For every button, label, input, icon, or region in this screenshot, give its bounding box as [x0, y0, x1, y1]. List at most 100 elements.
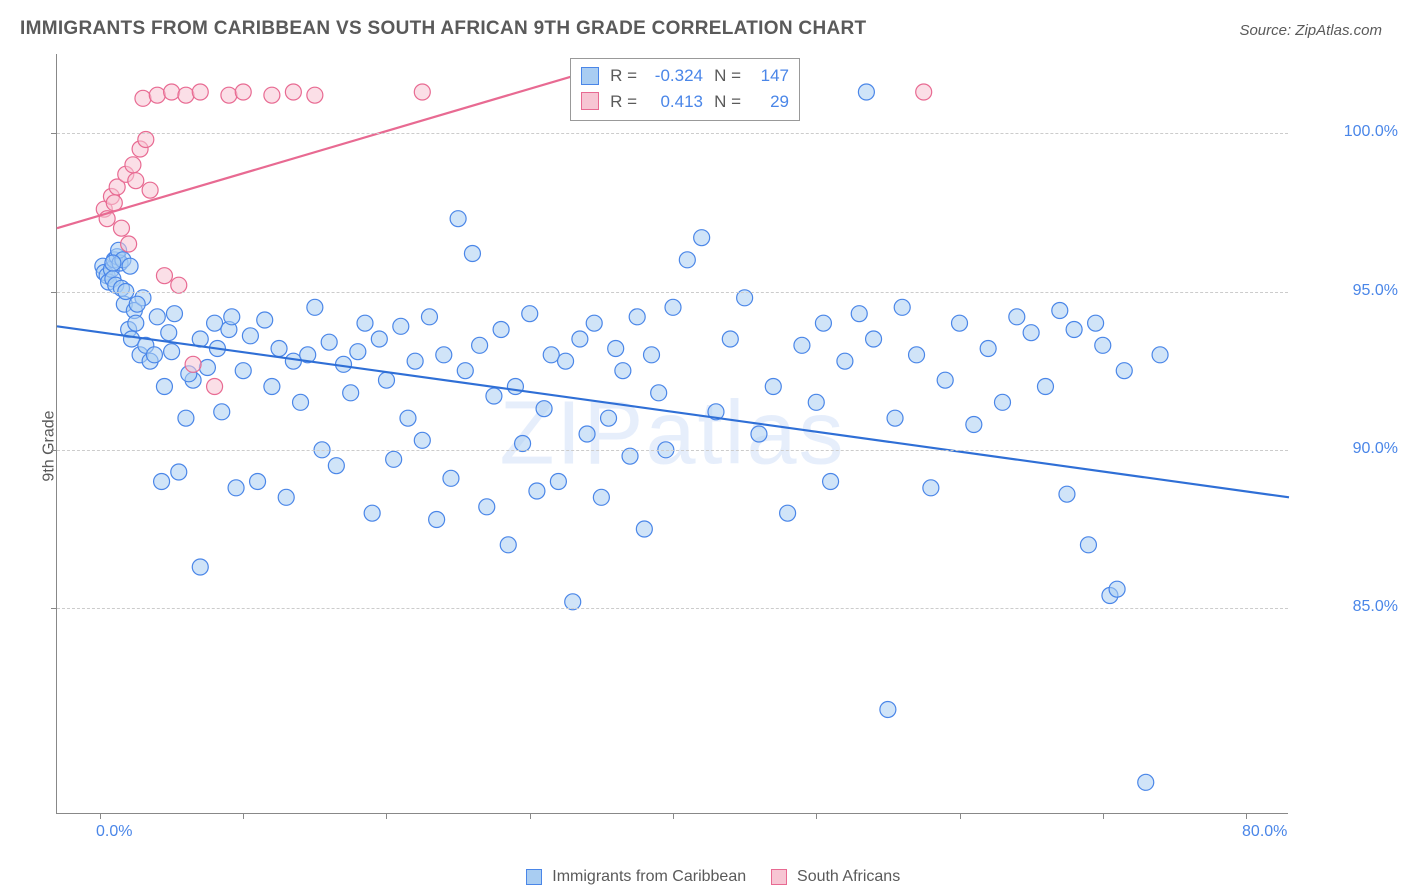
data-point: [1066, 322, 1082, 338]
data-point: [1152, 347, 1168, 363]
y-tick-label: 100.0%: [1298, 123, 1398, 141]
data-point: [156, 268, 172, 284]
data-point: [866, 331, 882, 347]
data-point: [450, 211, 466, 227]
legend-swatch-caribbean: [526, 869, 542, 885]
correlation-stats-box: R = -0.324 N = 147 R = 0.413 N = 29: [570, 58, 800, 121]
data-point: [192, 84, 208, 100]
data-point: [221, 87, 237, 103]
data-point: [980, 341, 996, 357]
data-point: [952, 315, 968, 331]
data-point: [164, 344, 180, 360]
data-point: [407, 353, 423, 369]
data-point: [371, 331, 387, 347]
y-tick-label: 95.0%: [1298, 282, 1398, 300]
data-point: [178, 87, 194, 103]
data-point: [128, 173, 144, 189]
data-point: [257, 312, 273, 328]
data-point: [364, 505, 380, 521]
data-point: [235, 84, 251, 100]
data-point: [250, 474, 266, 490]
data-point: [161, 325, 177, 341]
data-point: [242, 328, 258, 344]
data-point: [156, 379, 172, 395]
data-point: [307, 299, 323, 315]
data-point: [894, 299, 910, 315]
data-point: [479, 499, 495, 515]
data-point: [1080, 537, 1096, 553]
data-point: [1095, 337, 1111, 353]
data-point: [1059, 486, 1075, 502]
data-point: [780, 505, 796, 521]
data-point: [651, 385, 667, 401]
data-point: [321, 334, 337, 350]
data-point: [522, 306, 538, 322]
data-point: [149, 309, 165, 325]
y-tick-label: 85.0%: [1298, 598, 1398, 616]
scatter-svg: [57, 54, 1288, 813]
data-point: [113, 220, 129, 236]
data-point: [486, 388, 502, 404]
chart-title: IMMIGRANTS FROM CARIBBEAN VS SOUTH AFRIC…: [20, 18, 866, 40]
data-point: [264, 379, 280, 395]
data-point: [457, 363, 473, 379]
stats-n-label: N =: [711, 63, 741, 89]
data-point: [207, 315, 223, 331]
data-point: [264, 87, 280, 103]
data-point: [823, 474, 839, 490]
data-point: [293, 394, 309, 410]
data-point: [393, 318, 409, 334]
data-point: [122, 258, 138, 274]
data-point: [386, 451, 402, 467]
data-point: [593, 489, 609, 505]
legend-label-southafrican: South Africans: [797, 868, 900, 885]
data-point: [916, 84, 932, 100]
data-point: [586, 315, 602, 331]
y-tick-label: 90.0%: [1298, 440, 1398, 458]
data-point: [285, 353, 301, 369]
data-point: [543, 347, 559, 363]
data-point: [328, 458, 344, 474]
data-point: [1116, 363, 1132, 379]
data-point: [880, 702, 896, 718]
data-point: [500, 537, 516, 553]
x-tick-mark: [530, 813, 531, 819]
data-point: [601, 410, 617, 426]
stats-row-caribbean: R = -0.324 N = 147: [581, 63, 789, 89]
data-point: [343, 385, 359, 401]
data-point: [443, 470, 459, 486]
data-point: [414, 84, 430, 100]
data-point: [192, 559, 208, 575]
data-point: [937, 372, 953, 388]
data-point: [436, 347, 452, 363]
data-point: [694, 230, 710, 246]
legend-label-caribbean: Immigrants from Caribbean: [552, 868, 746, 885]
data-point: [228, 480, 244, 496]
stats-r-label: R =: [607, 89, 637, 115]
x-tick-mark: [1246, 813, 1247, 819]
data-point: [357, 315, 373, 331]
y-tick-mark: [51, 292, 57, 293]
data-point: [1088, 315, 1104, 331]
data-point: [135, 90, 151, 106]
data-point: [171, 464, 187, 480]
x-tick-mark: [816, 813, 817, 819]
grid-line: [57, 608, 1288, 609]
data-point: [550, 474, 566, 490]
data-point: [400, 410, 416, 426]
data-point: [149, 87, 165, 103]
y-tick-mark: [51, 450, 57, 451]
chart-container: IMMIGRANTS FROM CARIBBEAN VS SOUTH AFRIC…: [0, 0, 1406, 892]
data-point: [307, 87, 323, 103]
data-point: [146, 347, 162, 363]
data-point: [644, 347, 660, 363]
data-point: [1009, 309, 1025, 325]
source-label: Source: ZipAtlas.com: [1239, 22, 1382, 39]
data-point: [507, 379, 523, 395]
data-point: [164, 84, 180, 100]
data-point: [178, 410, 194, 426]
grid-line: [57, 292, 1288, 293]
stats-n-label: N =: [711, 89, 741, 115]
data-point: [608, 341, 624, 357]
stats-r-value-caribbean: -0.324: [645, 63, 703, 89]
